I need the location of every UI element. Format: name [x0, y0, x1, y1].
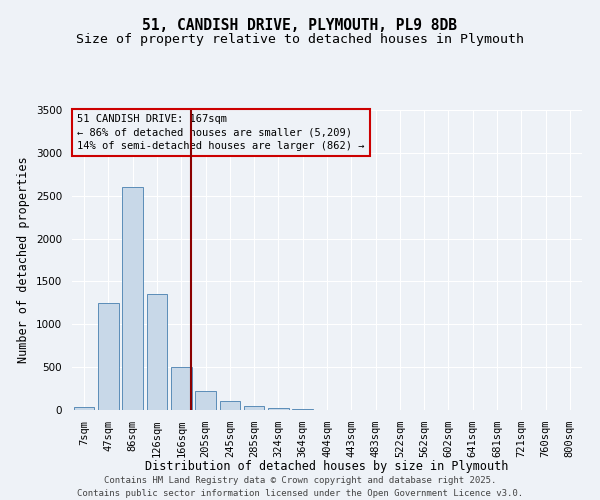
Bar [195, 391, 216, 410]
Bar [171, 367, 191, 410]
Text: 51 CANDISH DRIVE: 167sqm
← 86% of detached houses are smaller (5,209)
14% of sem: 51 CANDISH DRIVE: 167sqm ← 86% of detach… [77, 114, 365, 151]
Text: 51, CANDISH DRIVE, PLYMOUTH, PL9 8DB: 51, CANDISH DRIVE, PLYMOUTH, PL9 8DB [143, 18, 458, 32]
X-axis label: Distribution of detached houses by size in Plymouth: Distribution of detached houses by size … [145, 460, 509, 473]
Text: Size of property relative to detached houses in Plymouth: Size of property relative to detached ho… [76, 32, 524, 46]
Bar [220, 400, 240, 410]
Bar [74, 406, 94, 410]
Y-axis label: Number of detached properties: Number of detached properties [17, 156, 31, 364]
Bar [146, 294, 167, 410]
Text: Contains HM Land Registry data © Crown copyright and database right 2025.
Contai: Contains HM Land Registry data © Crown c… [77, 476, 523, 498]
Bar [98, 303, 119, 410]
Bar [268, 408, 289, 410]
Bar [292, 409, 313, 410]
Bar [244, 406, 265, 410]
Bar [122, 187, 143, 410]
